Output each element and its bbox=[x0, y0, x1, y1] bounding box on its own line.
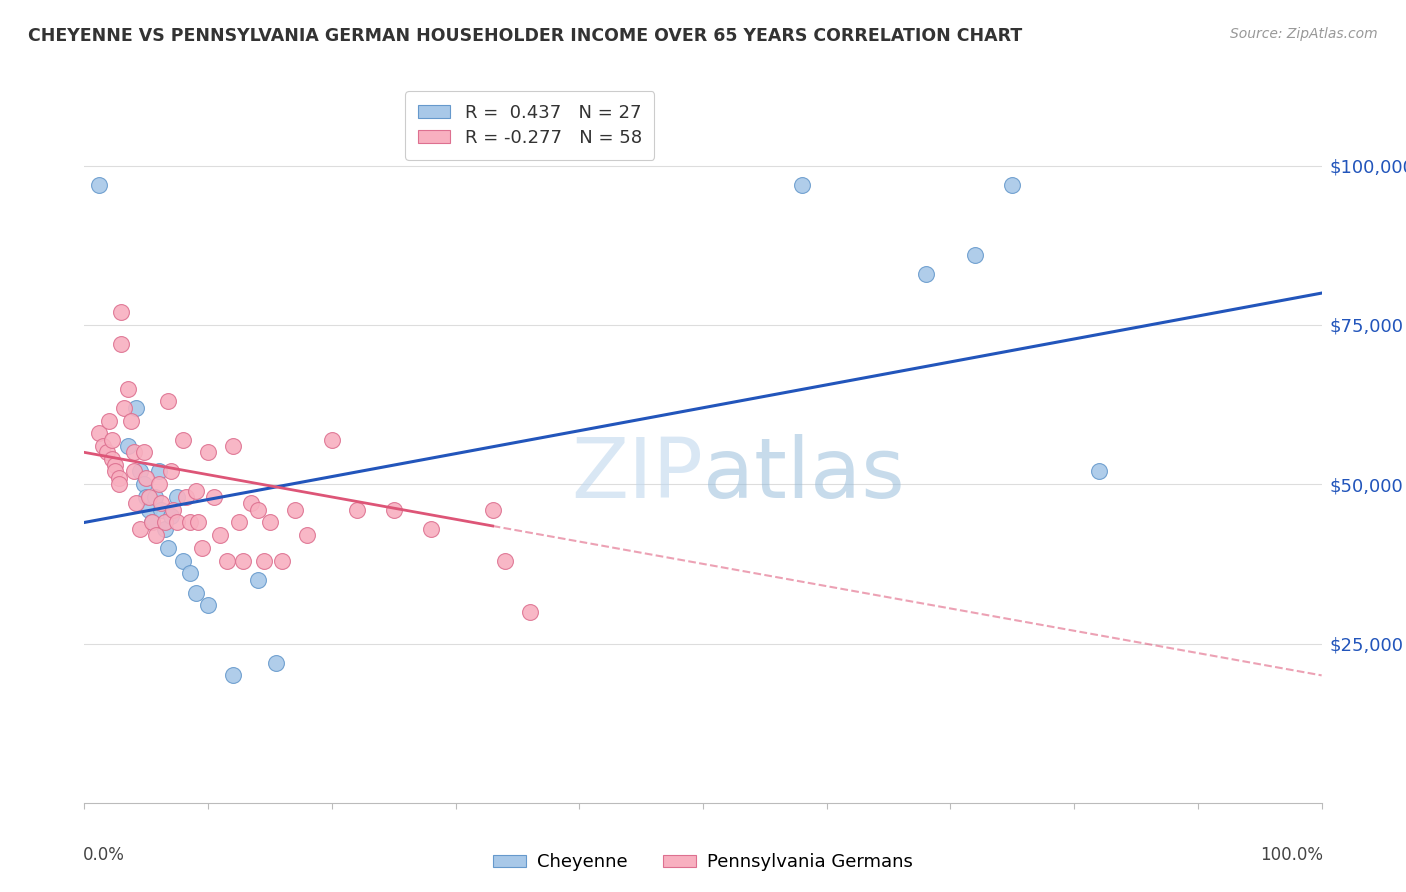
Point bbox=[108, 477, 131, 491]
Point bbox=[232, 554, 254, 568]
Point bbox=[150, 502, 173, 516]
Point bbox=[148, 477, 170, 491]
Point bbox=[197, 445, 219, 459]
Point bbox=[215, 554, 238, 568]
Point bbox=[166, 516, 188, 530]
Point bbox=[145, 528, 167, 542]
Y-axis label: Householder Income Over 65 years: Householder Income Over 65 years bbox=[0, 310, 7, 582]
Point bbox=[179, 566, 201, 581]
Point bbox=[253, 554, 276, 568]
Point bbox=[346, 502, 368, 516]
Point bbox=[129, 522, 152, 536]
Point bbox=[122, 465, 145, 479]
Point bbox=[89, 426, 111, 441]
Point bbox=[143, 490, 166, 504]
Point bbox=[160, 509, 183, 524]
Text: 0.0%: 0.0% bbox=[83, 846, 125, 863]
Point bbox=[104, 458, 127, 472]
Point bbox=[321, 433, 343, 447]
Point bbox=[790, 178, 813, 192]
Point bbox=[419, 522, 441, 536]
Point bbox=[174, 490, 197, 504]
Point bbox=[117, 439, 139, 453]
Point bbox=[246, 502, 269, 516]
Point bbox=[148, 465, 170, 479]
Point bbox=[91, 439, 114, 453]
Point bbox=[179, 516, 201, 530]
Point bbox=[184, 483, 207, 498]
Point bbox=[108, 471, 131, 485]
Point bbox=[209, 528, 232, 542]
Point bbox=[222, 439, 245, 453]
Point bbox=[138, 490, 160, 504]
Point bbox=[153, 522, 176, 536]
Point bbox=[1001, 178, 1024, 192]
Point bbox=[184, 585, 207, 599]
Point bbox=[122, 445, 145, 459]
Point bbox=[172, 554, 194, 568]
Point bbox=[125, 496, 148, 510]
Point bbox=[246, 573, 269, 587]
Point bbox=[100, 433, 122, 447]
Point bbox=[153, 516, 176, 530]
Point bbox=[494, 554, 516, 568]
Point bbox=[965, 248, 987, 262]
Point bbox=[157, 394, 180, 409]
Point bbox=[271, 554, 294, 568]
Point bbox=[264, 656, 287, 670]
Legend: Cheyenne, Pennsylvania Germans: Cheyenne, Pennsylvania Germans bbox=[486, 847, 920, 879]
Point bbox=[125, 401, 148, 415]
Point bbox=[129, 465, 152, 479]
Point bbox=[166, 490, 188, 504]
Point bbox=[284, 502, 307, 516]
Point bbox=[135, 471, 157, 485]
Point bbox=[132, 445, 155, 459]
Point bbox=[117, 382, 139, 396]
Point bbox=[187, 516, 209, 530]
Text: 100.0%: 100.0% bbox=[1260, 846, 1323, 863]
Point bbox=[89, 178, 111, 192]
Point bbox=[150, 496, 173, 510]
Point bbox=[240, 496, 263, 510]
Point bbox=[222, 668, 245, 682]
Text: Source: ZipAtlas.com: Source: ZipAtlas.com bbox=[1230, 27, 1378, 41]
Point bbox=[914, 267, 936, 281]
Text: CHEYENNE VS PENNSYLVANIA GERMAN HOUSEHOLDER INCOME OVER 65 YEARS CORRELATION CHA: CHEYENNE VS PENNSYLVANIA GERMAN HOUSEHOL… bbox=[28, 27, 1022, 45]
Point bbox=[135, 490, 157, 504]
Point bbox=[481, 502, 503, 516]
Point bbox=[228, 516, 250, 530]
Point bbox=[141, 516, 163, 530]
Point bbox=[104, 465, 127, 479]
Text: ZIP: ZIP bbox=[571, 434, 703, 515]
Point bbox=[172, 433, 194, 447]
Point bbox=[110, 305, 132, 319]
Point bbox=[295, 528, 318, 542]
Point bbox=[100, 451, 122, 466]
Point bbox=[259, 516, 281, 530]
Text: atlas: atlas bbox=[703, 434, 904, 515]
Point bbox=[202, 490, 225, 504]
Point bbox=[191, 541, 214, 555]
Point bbox=[519, 605, 541, 619]
Point bbox=[120, 413, 142, 427]
Point bbox=[132, 477, 155, 491]
Point bbox=[98, 413, 121, 427]
Point bbox=[197, 599, 219, 613]
Point bbox=[141, 516, 163, 530]
Legend: R =  0.437   N = 27, R = -0.277   N = 58: R = 0.437 N = 27, R = -0.277 N = 58 bbox=[405, 91, 654, 160]
Point bbox=[96, 445, 118, 459]
Point bbox=[382, 502, 405, 516]
Point bbox=[1088, 465, 1111, 479]
Point bbox=[110, 337, 132, 351]
Point bbox=[138, 502, 160, 516]
Point bbox=[162, 502, 184, 516]
Point bbox=[112, 401, 135, 415]
Point bbox=[160, 465, 183, 479]
Point bbox=[157, 541, 180, 555]
